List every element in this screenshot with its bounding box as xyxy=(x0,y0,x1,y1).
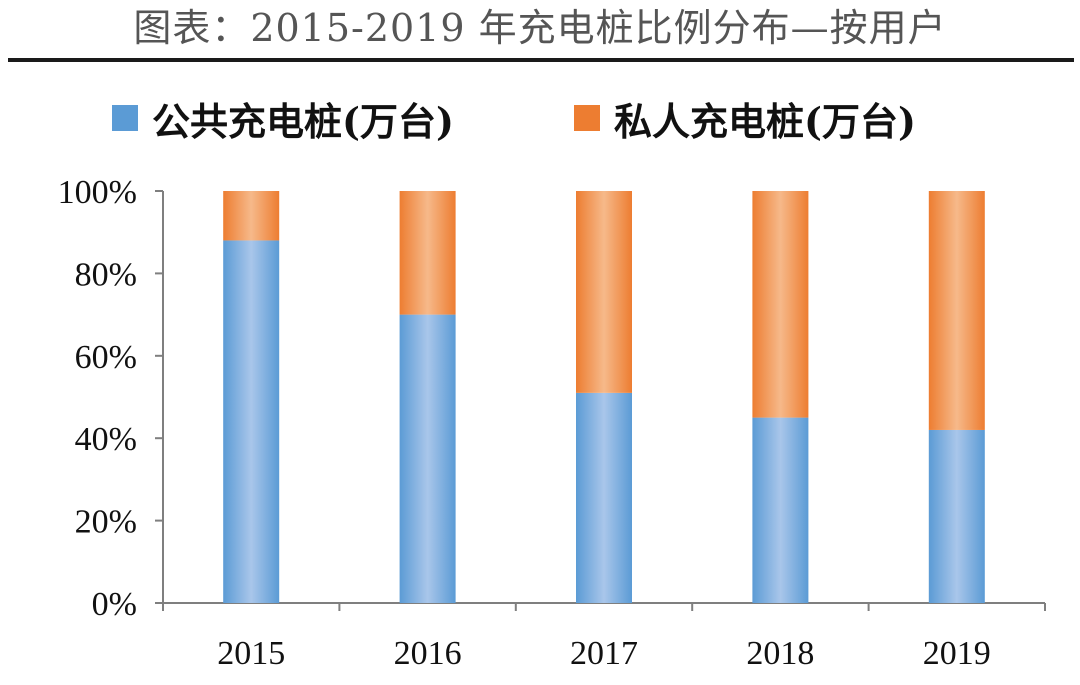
y-tick-label: 80% xyxy=(75,256,137,293)
title-underline xyxy=(8,58,1074,62)
bar-private xyxy=(399,191,456,315)
tick-labels: 0% 20% 40% 60% 80% 100% 2015 2016 2017 2018 2019 xyxy=(58,174,991,672)
legend-item-public: 公共充电桩(万台) xyxy=(112,88,454,148)
bar-public xyxy=(399,314,456,603)
legend-label-public: 公共充电桩(万台) xyxy=(152,98,454,144)
bar-public xyxy=(576,392,632,603)
y-tick-label: 60% xyxy=(75,339,137,376)
bar-public xyxy=(752,417,809,603)
legend: 公共充电桩(万台) 私人充电桩(万台) xyxy=(0,88,1080,148)
legend-label-private: 私人充电桩(万台) xyxy=(614,98,916,144)
y-tick-label: 40% xyxy=(75,421,137,458)
bar-private xyxy=(928,191,985,430)
bar-private xyxy=(223,191,280,241)
bar-private xyxy=(752,191,809,418)
bar-public xyxy=(928,429,985,603)
legend-swatch-private xyxy=(574,105,600,131)
x-tick-label: 2015 xyxy=(217,635,285,672)
legend-swatch-public xyxy=(112,105,138,131)
x-tick-label: 2019 xyxy=(923,635,991,672)
y-tick-label: 100% xyxy=(58,174,137,211)
x-tick-label: 2017 xyxy=(570,635,638,672)
x-tick-label: 2016 xyxy=(394,635,462,672)
chart-title: 图表：2015-2019 年充电桩比例分布—按用户 xyxy=(133,6,947,50)
bar-private xyxy=(576,191,632,393)
bar-public xyxy=(223,240,280,603)
y-tick-label: 0% xyxy=(92,586,137,623)
bars xyxy=(223,191,985,603)
x-tick-label: 2018 xyxy=(746,635,814,672)
y-tick-label: 20% xyxy=(75,504,137,541)
legend-item-private: 私人充电桩(万台) xyxy=(574,88,916,148)
